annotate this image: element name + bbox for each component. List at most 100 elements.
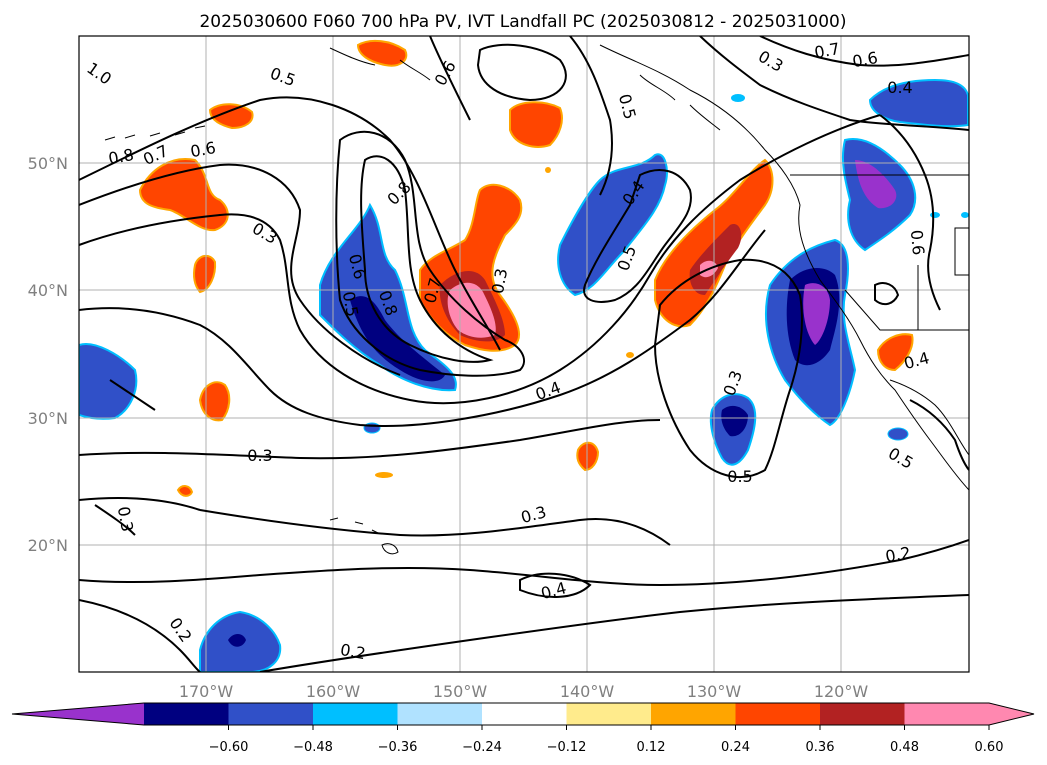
negative-anomaly-extreme (855, 160, 897, 209)
contour-label: 0.2 (339, 640, 367, 663)
colorbar-segment (228, 703, 314, 725)
latitude-labels: 50°N 40°N 30°N 20°N (28, 154, 68, 555)
colorbar-segment (313, 703, 398, 725)
pv-contour (476, 43, 567, 102)
pv-contour (79, 539, 969, 587)
positive-anomaly-region (576, 441, 600, 472)
contour-label: 0.4 (887, 78, 912, 97)
colorbar-segment (482, 703, 567, 725)
pv-contour (653, 258, 803, 479)
negative-anomaly-spot (930, 212, 940, 218)
colorbar-segment (566, 703, 652, 725)
negative-anomaly-core (721, 405, 748, 437)
pv-contour (79, 163, 401, 376)
graticule (79, 36, 969, 672)
positive-anomaly-spot (626, 352, 634, 358)
pv-contour (879, 114, 941, 311)
colorbar-tick-label: −0.12 (547, 740, 587, 755)
positive-anomaly-spot (545, 167, 551, 173)
colorbar-tick-label: 0.24 (721, 740, 750, 755)
colorbar-extend-min (12, 703, 144, 725)
pv-contour (874, 282, 900, 306)
positive-anomaly-core (689, 224, 742, 295)
positive-anomaly-region (509, 101, 563, 148)
negative-anomaly-region (319, 202, 457, 392)
colorbar-extend-max (989, 703, 1034, 725)
contour-label: 0.5 (727, 467, 752, 486)
colorbar-tick-label: 0.48 (890, 740, 919, 755)
lon-label: 170°W (179, 682, 234, 701)
negative-anomaly-spot (961, 212, 969, 218)
contour-label: 0.5 (339, 290, 362, 318)
colorbar-segment (904, 703, 990, 725)
pv-contour (79, 419, 661, 460)
colorbar-tick-label: 0.36 (806, 740, 835, 755)
positive-anomaly-region (208, 103, 254, 130)
colorbar-tick-label: 0.60 (975, 740, 1004, 755)
colorbar-tick-label: −0.60 (209, 740, 249, 755)
pv-contour (259, 594, 969, 672)
pv-contour (519, 572, 592, 598)
pv-contour (360, 155, 494, 363)
pv-contour (79, 497, 671, 546)
positive-anomaly-spot (375, 472, 393, 478)
contour-label: 0.6 (189, 138, 217, 161)
lat-label: 50°N (28, 154, 68, 173)
colorbar-tick-label: −0.36 (378, 740, 418, 755)
map-panel: 1.0 0.5 0.6 0.8 0.7 0.6 0.3 0.8 0.6 0.5 … (79, 36, 969, 672)
colorbar-segment (144, 703, 229, 725)
positive-anomaly-region (176, 485, 194, 497)
negative-anomaly-core (350, 296, 445, 382)
contour-label: 0.6 (851, 48, 879, 71)
colorbar-outline (11, 702, 1035, 726)
negative-anomaly-spot (887, 427, 909, 441)
contour-label: 0.3 (488, 267, 511, 295)
lat-label: 30°N (28, 409, 68, 428)
positive-anomaly-region (876, 333, 914, 372)
positive-anomaly-region (193, 254, 217, 294)
lat-label: 40°N (28, 281, 68, 300)
pv-contour (94, 379, 156, 536)
lon-label: 150°W (433, 682, 488, 701)
negative-anomaly-region (557, 153, 668, 297)
pv-contours (79, 36, 969, 672)
contour-label: 0.7 (813, 39, 841, 62)
contour-label: 0.3 (247, 446, 272, 465)
pv-contour (79, 114, 881, 405)
lon-label: 130°W (687, 682, 742, 701)
colorbar-tick-label: −0.24 (462, 740, 502, 755)
negative-anomaly-spot (731, 94, 745, 102)
negative-anomaly-core (228, 634, 246, 647)
contour-label: 0.6 (907, 229, 928, 256)
pv-contour (79, 599, 201, 672)
pv-contour (759, 36, 969, 67)
negative-anomaly-region (868, 78, 969, 128)
contour-label: 0.2 (884, 543, 912, 566)
pv-contour (699, 36, 969, 131)
colorbar-tick-label: 0.12 (637, 740, 666, 755)
pv-contour (79, 96, 501, 351)
pv-contour (335, 130, 525, 377)
contour-labels: 1.0 0.5 0.6 0.8 0.7 0.6 0.3 0.8 0.6 0.5 … (83, 39, 931, 663)
contour-label: 0.3 (114, 505, 137, 533)
lon-label: 160°W (306, 682, 361, 701)
longitude-labels: 170°W 160°W 150°W 140°W 130°W 120°W (179, 682, 869, 701)
pv-contour (909, 399, 969, 471)
colorbar: −0.60 −0.48 −0.36 −0.24 −0.12 0.12 0.24 0.36 0.4… (11, 702, 1035, 755)
lat-label: 20°N (28, 536, 68, 555)
colorbar-segment (397, 703, 483, 725)
negative-anomaly-extreme (803, 283, 830, 345)
contour-label: 0.8 (107, 145, 135, 168)
chart-title: 2025030600 F060 700 hPa PV, IVT Landfall… (199, 12, 846, 32)
colorbar-segment (735, 703, 821, 725)
map-frame (78, 35, 970, 673)
pv-contour (429, 36, 613, 196)
colorbar-segment (651, 703, 736, 725)
lon-label: 120°W (814, 682, 869, 701)
pv-contour (79, 229, 766, 427)
colorbar-tick-label: −0.48 (293, 740, 333, 755)
lon-label: 140°W (560, 682, 615, 701)
colorbar-segment (820, 703, 905, 725)
coastlines (104, 44, 969, 555)
